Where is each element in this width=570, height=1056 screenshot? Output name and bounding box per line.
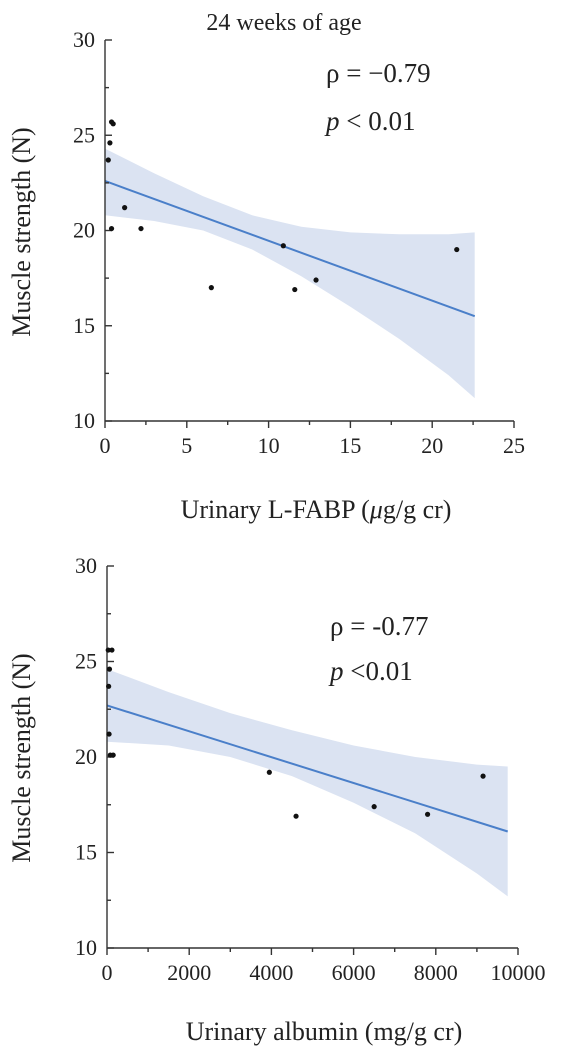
data-point — [105, 647, 111, 653]
data-point — [110, 121, 116, 127]
confidence-band — [107, 669, 508, 897]
data-point — [313, 277, 319, 283]
p-value-label: p <0.01 — [328, 656, 413, 686]
y-tick-label: 10 — [75, 935, 97, 960]
plot-area: 10 15 20 25 30 0 5 10 15 20 25 — [73, 27, 525, 458]
x-tick-label: 0 — [100, 433, 111, 458]
x-tick-label: 0 — [102, 960, 113, 985]
y-tick-label: 10 — [73, 408, 95, 433]
y-tick-label: 20 — [75, 744, 97, 769]
data-point — [292, 286, 298, 293]
data-point — [266, 769, 272, 775]
y-tick-label: 25 — [73, 122, 95, 147]
x-tick-label: 10000 — [491, 960, 546, 985]
rho-label: ρ = −0.79 — [326, 58, 431, 88]
regression-line — [106, 704, 509, 833]
data-point — [109, 647, 115, 653]
x-axis-unit-mu: μ — [369, 495, 383, 524]
p-value-text: <0.01 — [344, 656, 413, 686]
p-value-text: < 0.01 — [340, 106, 416, 136]
data-point — [122, 205, 128, 211]
x-tick-label: 6000 — [332, 960, 376, 985]
data-point — [424, 811, 431, 817]
data-point — [280, 243, 286, 249]
regression-line — [104, 180, 476, 318]
data-point — [110, 752, 116, 758]
x-tick-label: 20 — [421, 433, 443, 458]
rho-label: ρ = -0.77 — [330, 611, 428, 641]
p-symbol: p — [328, 656, 344, 686]
data-point — [454, 246, 460, 253]
x-axis-title: Urinary albumin (mg/g cr) — [186, 1017, 463, 1046]
data-point — [106, 666, 113, 672]
x-tick-label: 2000 — [167, 960, 211, 985]
data-point — [107, 140, 113, 146]
data-point — [371, 804, 377, 810]
plot-area: 10 15 20 25 30 0 2000 4000 6000 8000 10000 — [75, 553, 546, 985]
x-tick-label: 10 — [258, 433, 280, 458]
y-tick-label: 30 — [75, 553, 97, 578]
x-axis-title: Urinary L-FABP (μg/g cr) — [181, 495, 452, 524]
y-tick-label: 15 — [75, 840, 97, 865]
data-point — [208, 285, 214, 291]
data-point — [105, 157, 111, 163]
x-tick-label: 4000 — [249, 960, 293, 985]
y-tick-label: 20 — [73, 218, 95, 243]
x-tick-label: 15 — [339, 433, 361, 458]
x-tick-label: 25 — [503, 433, 525, 458]
confidence-band — [105, 148, 475, 399]
x-tick-label: 8000 — [414, 960, 458, 985]
x-tick-label: 5 — [181, 433, 192, 458]
data-point — [138, 225, 144, 232]
y-axis-title: Muscle strength (N) — [7, 653, 36, 862]
x-axis-title-text: Urinary L-FABP — [181, 495, 356, 524]
y-tick-label: 25 — [75, 649, 97, 674]
chart-panel-lfabp: 24 weeks of age 10 15 20 25 30 0 5 10 15 20 25 ρ =… — [7, 10, 525, 524]
data-point — [480, 773, 486, 779]
data-point — [106, 731, 112, 737]
y-tick-label: 30 — [73, 27, 95, 52]
data-point — [293, 813, 299, 819]
panel-title: 24 weeks of age — [206, 10, 361, 36]
data-point — [106, 683, 112, 689]
y-axis-title: Muscle strength (N) — [7, 127, 36, 336]
x-axis-unit-rest: g/g cr — [383, 495, 443, 524]
data-point — [108, 225, 115, 232]
p-value-label: p < 0.01 — [324, 106, 415, 136]
chart-panel-albumin: 10 15 20 25 30 0 2000 4000 6000 8000 10000 ρ = -0.… — [7, 553, 546, 1046]
y-tick-label: 15 — [73, 313, 95, 338]
p-symbol: p — [324, 106, 340, 136]
